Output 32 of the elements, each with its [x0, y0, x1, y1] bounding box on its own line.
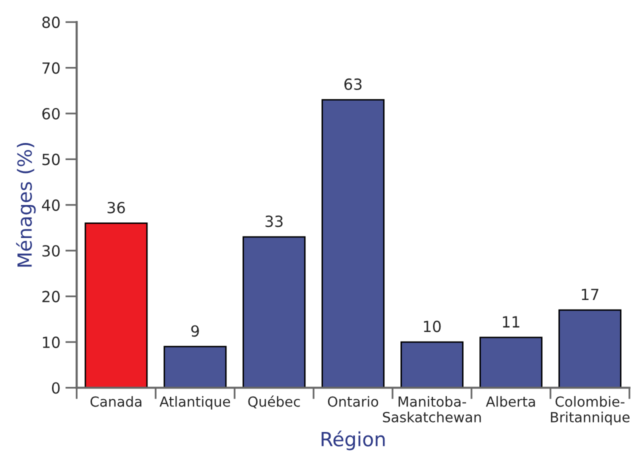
bar [84, 222, 148, 388]
bar [242, 236, 306, 388]
data-label: 17 [582, 288, 598, 300]
y-tick-label: 0 [52, 382, 60, 394]
y-tick-label: 60 [42, 108, 60, 120]
y-axis-title: Ménages (%) [16, 142, 36, 267]
y-tick-label: 80 [42, 16, 60, 28]
bar [558, 309, 622, 388]
data-label: 36 [108, 202, 125, 214]
y-tick-label: 40 [42, 199, 60, 211]
y-tick-label: 30 [42, 245, 60, 257]
y-tick-label: 70 [42, 62, 60, 74]
y-tick-label: 20 [42, 290, 60, 302]
bar [164, 346, 227, 388]
bar [400, 341, 464, 388]
bar [322, 99, 385, 388]
x-tick-label: Manitoba- Saskatchewan [382, 396, 481, 422]
y-tick-label: 50 [42, 154, 60, 166]
data-label: 9 [191, 325, 199, 337]
x-tick-label: Atlantique [160, 396, 230, 410]
bar [479, 336, 542, 388]
x-tick-label: Québec [248, 396, 300, 408]
x-tick-label: Canada [90, 396, 142, 407]
data-label: 33 [266, 216, 283, 228]
x-tick-label: Alberta [486, 396, 535, 407]
data-label: 10 [424, 320, 441, 332]
x-tick-label: Ontario [328, 396, 378, 407]
y-tick-label: 10 [42, 336, 60, 348]
data-label: 63 [344, 78, 362, 90]
x-axis-title: Région [322, 430, 385, 450]
data-label: 11 [502, 316, 520, 328]
x-tick-label: Colombie- Britannique [550, 396, 630, 426]
